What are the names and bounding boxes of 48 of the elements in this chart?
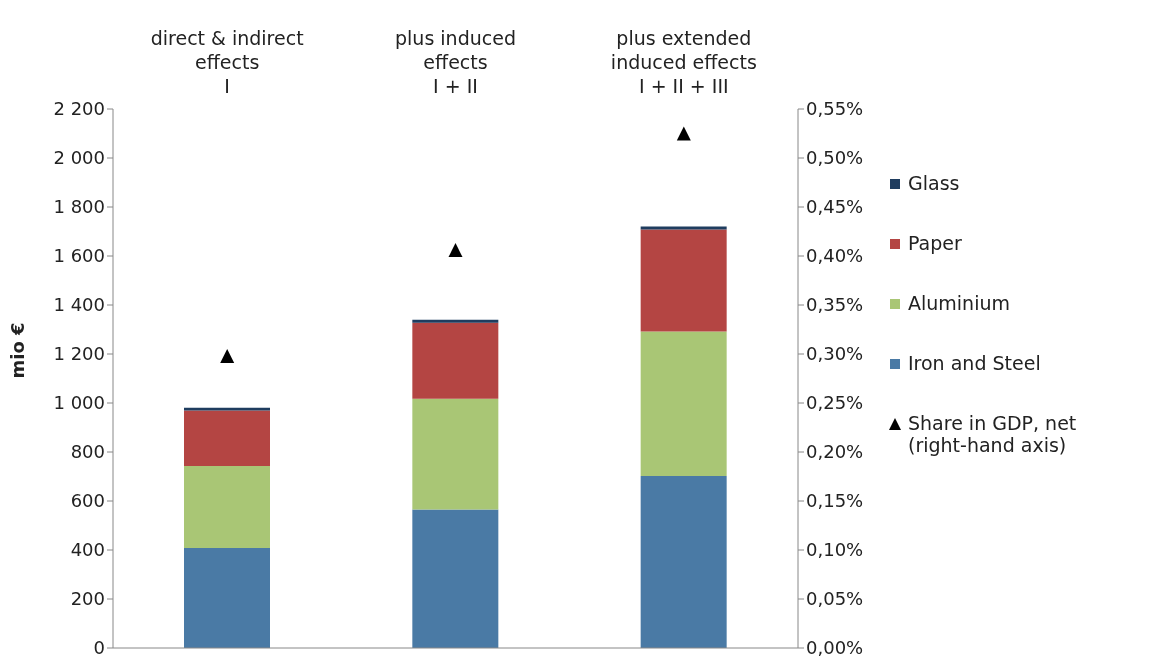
y-tick-label: 1 600 — [53, 245, 105, 267]
point — [220, 348, 235, 363]
bar — [412, 319, 499, 323]
bar — [640, 226, 727, 230]
bar — [184, 410, 270, 466]
y2-tick-label: 0,00% — [806, 637, 864, 659]
legend-label: Glass — [908, 172, 960, 194]
y2-tick-label: 0,40% — [806, 245, 864, 267]
bar — [412, 398, 499, 510]
bar — [184, 465, 270, 549]
y2-tick-label: 0,10% — [806, 539, 864, 561]
bar — [640, 229, 727, 332]
y-tick-label: 2 000 — [53, 147, 105, 169]
y2-tick-label: 0,15% — [806, 490, 864, 512]
bar — [412, 322, 499, 399]
y-tick-label: 2 200 — [53, 98, 105, 120]
y2-tick-label: 0,30% — [806, 343, 864, 365]
y2-tick-label: 0,50% — [806, 147, 864, 169]
legend-label: Iron and Steel — [908, 352, 1041, 374]
legend-label: Aluminium — [908, 292, 1010, 314]
point — [676, 126, 691, 141]
y-axis-title: mio € — [7, 322, 29, 379]
bar — [640, 476, 727, 648]
y2-tick-label: 0,25% — [806, 392, 864, 414]
y-tick-label: 1 200 — [53, 343, 105, 365]
bar — [640, 331, 727, 477]
y2-tick-label: 0,55% — [806, 98, 864, 120]
y2-tick-label: 0,35% — [806, 294, 864, 316]
point — [448, 243, 463, 258]
y2-tick-label: 0,20% — [806, 441, 864, 463]
x-tick-label: plus extended induced effects I + II + III — [610, 27, 757, 97]
bar — [184, 548, 270, 648]
x-tick-label: direct & indirect effects I — [150, 27, 304, 97]
legend-label: Paper — [908, 232, 962, 254]
x-tick-label: plus induced effects I + II — [395, 27, 516, 97]
y-tick-label: 1 400 — [53, 294, 105, 316]
y-tick-label: 0 — [93, 637, 105, 659]
y-tick-label: 400 — [70, 539, 105, 561]
legend-label: Share in GDP, net (right-hand axis) — [908, 412, 1077, 456]
y-tick-label: 1 000 — [53, 392, 105, 414]
bar — [184, 407, 270, 411]
y2-tick-label: 0,45% — [806, 196, 864, 218]
y-tick-label: 200 — [70, 588, 105, 610]
y-tick-label: 600 — [70, 490, 105, 512]
bar — [412, 509, 499, 648]
y-tick-label: 1 800 — [53, 196, 105, 218]
y2-tick-label: 0,05% — [806, 588, 864, 610]
y-tick-label: 800 — [70, 441, 105, 463]
